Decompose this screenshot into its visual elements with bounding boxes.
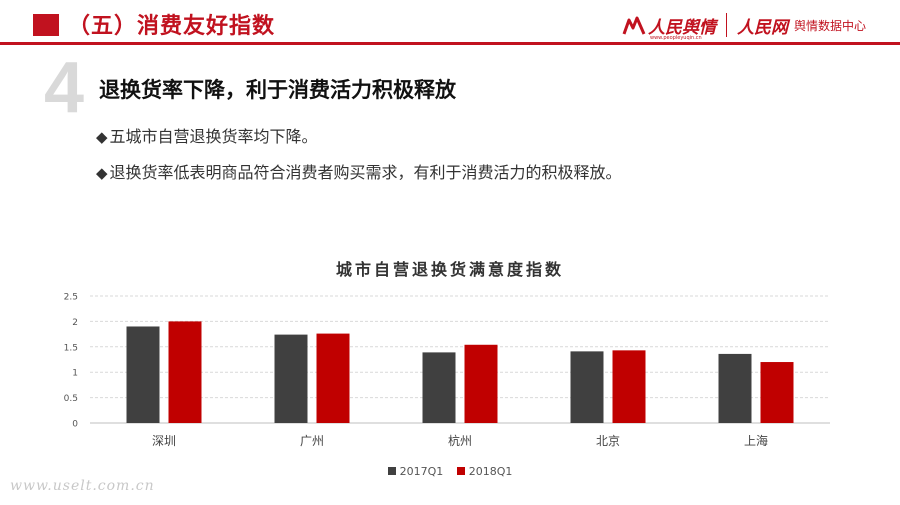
bar-2017q1-2 [422,352,456,423]
x-tick-label: 上海 [744,433,768,448]
logo-area: 人民舆情 www.peopleyuqin.cn 人民网 舆情数据中心 [622,12,866,41]
legend-item-2018q1: 2018Q1 [456,465,513,478]
header-marker [33,14,59,36]
diamond-bullet-icon: ◆ [96,128,108,146]
bar-chart: 0 0.5 1 1.5 2 2.5 深圳 广州 杭州 北京 上海 [64,293,830,448]
y-tick-label: 2.5 [64,293,78,303]
x-tick-label: 深圳 [152,434,176,448]
bar-2018q1-2 [464,344,498,423]
chart-legend: 2017Q1 2018Q1 [0,465,900,478]
y-tick-label: 0.5 [64,394,78,404]
logo-divider [725,13,727,37]
legend-swatch [456,467,465,475]
diamond-bullet-icon: ◆ [96,164,108,182]
y-tick-label: 1.5 [64,343,78,353]
bullet-item: ◆ 五城市自营退换货率均下降。 [96,124,622,160]
y-tick-label: 1 [72,369,78,379]
people-yuqing-logo: 人民舆情 www.peopleyuqin.cn [622,13,716,41]
y-tick-label: 0 [72,420,78,430]
watermark: www.uselt.com.cn [10,478,155,494]
logo-people-yuqing: 人民舆情 [647,17,716,38]
bar-2018q1-3 [612,350,646,423]
bar-2018q1-4 [760,362,794,423]
bullet-list: ◆ 五城市自营退换货率均下降。 ◆ 退换货率低表明商品符合消费者购买需求，有利于消费… [96,124,622,196]
x-tick-label: 杭州 [448,433,472,448]
bar-2017q1-4 [718,353,752,423]
page-title: （五）消费友好指数 [68,14,276,39]
header-rule [0,42,900,45]
legend-swatch [387,467,396,475]
bar-2018q1-1 [316,333,350,423]
x-tick-label: 北京 [596,434,620,448]
logo-people-net: 人民网 [736,17,788,38]
bar-2017q1-1 [274,334,308,423]
section-number: 4 [44,48,85,128]
legend-item-2017q1: 2017Q1 [387,465,444,478]
section-title: 退换货率下降，利于消费活力积极释放 [99,78,456,102]
bullet-item: ◆ 退换货率低表明商品符合消费者购买需求，有利于消费活力的积极释放。 [96,160,622,196]
bullet-text: 五城市自营退换货率均下降。 [109,127,318,146]
bar-2017q1-0 [126,326,160,423]
bar-2018q1-0 [168,321,202,423]
legend-label: 2018Q1 [468,465,513,478]
legend-label: 2017Q1 [399,465,444,478]
chart-title: 城市自营退换货满意度指数 [335,260,564,279]
header: （五）消费友好指数 人民舆情 www.peopleyuqin.cn 人民网 舆情… [0,0,900,48]
logo-subtitle: 舆情数据中心 [793,18,866,33]
people-logo-icon [622,16,646,35]
y-tick-label: 2 [72,318,78,328]
bullet-text: 退换货率低表明商品符合消费者购买需求，有利于消费活力的积极释放。 [109,163,622,182]
bar-2017q1-3 [570,351,604,423]
logo-url: www.peopleyuqin.cn [649,34,702,41]
x-tick-label: 广州 [300,434,324,448]
